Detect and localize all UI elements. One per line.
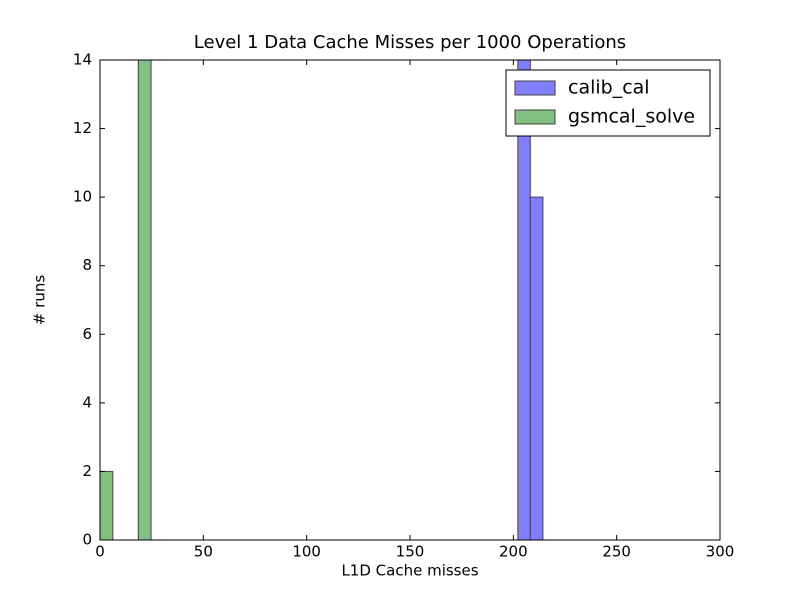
x-tick-label: 150 [396,543,425,561]
y-tick-label: 2 [82,462,92,480]
x-tick-label: 0 [95,543,105,561]
x-tick-label: 100 [292,543,321,561]
y-tick-label: 10 [73,188,92,206]
chart-title: Level 1 Data Cache Misses per 1000 Opera… [194,32,626,53]
legend-swatch [514,109,556,125]
bar [529,196,544,540]
y-tick-label: 8 [82,256,92,274]
y-tick-label: 6 [82,325,92,343]
y-axis-label: # runs [31,275,49,326]
y-tick-label: 12 [73,119,92,137]
y-tick-label: 0 [82,531,92,549]
x-tick-label: 250 [602,543,631,561]
x-tick-label: 300 [706,543,735,561]
x-tick-label: 200 [499,543,528,561]
bar [137,60,152,540]
bar [100,470,114,540]
y-tick-label: 14 [73,51,92,69]
x-axis-label: L1D Cache misses [341,562,478,580]
x-tick-label: 50 [194,543,213,561]
legend-swatch [514,80,556,96]
y-tick-label: 4 [82,393,92,411]
legend-label: gsmcal_solve [568,106,695,128]
plot-area [100,60,544,540]
legend-label: calib_cal [568,77,650,99]
